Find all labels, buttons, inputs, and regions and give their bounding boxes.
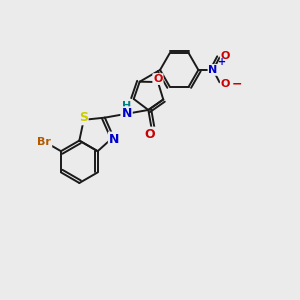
Text: H: H [122, 100, 131, 110]
Text: N: N [109, 133, 119, 146]
Text: O: O [145, 128, 155, 141]
Text: S: S [79, 111, 88, 124]
Text: Br: Br [38, 136, 51, 147]
Text: N: N [122, 107, 132, 120]
Text: O: O [153, 74, 163, 84]
Text: O: O [221, 51, 230, 61]
Text: −: − [232, 77, 242, 90]
Text: O: O [221, 79, 230, 89]
Text: N: N [208, 65, 218, 75]
Text: +: + [218, 57, 226, 67]
